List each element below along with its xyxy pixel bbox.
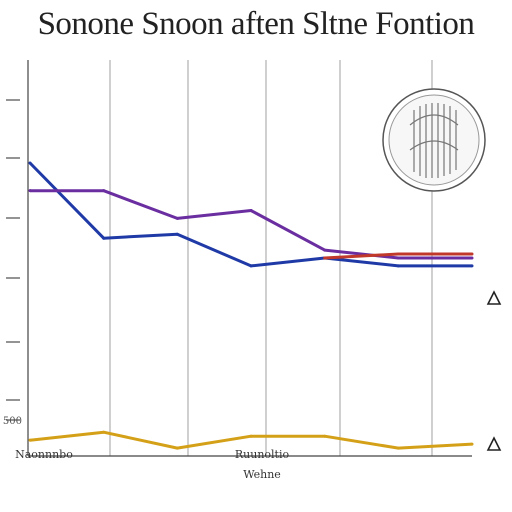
series-1-point-1 (102, 189, 106, 193)
series-2-point-6 (470, 252, 474, 256)
series-1-point-4 (323, 248, 327, 252)
x-tick-label-2: Ruunoltio (235, 448, 290, 461)
series-0-point-6 (470, 264, 474, 268)
series-1-point-3 (249, 208, 253, 212)
series-1-point-2 (175, 216, 179, 220)
series-3-point-6 (470, 442, 474, 446)
right-marker-1 (486, 436, 502, 451)
x-tick-label-0: Naonnnbo (15, 448, 73, 461)
series-0-point-0 (28, 161, 32, 165)
x-axis-label: Wehne (243, 468, 281, 481)
series-0-point-5 (396, 264, 400, 268)
series-0-point-2 (175, 232, 179, 236)
axes (27, 60, 472, 457)
series-1-point-6 (470, 256, 474, 260)
series-line-3 (29, 430, 473, 450)
series-3-point-2 (175, 446, 179, 450)
series-2-point-4 (323, 256, 327, 260)
series-1-point-0 (28, 189, 32, 193)
series-3-point-4 (323, 434, 327, 438)
coin-icon (382, 88, 486, 192)
series-line-1 (30, 189, 472, 260)
series-0-point-3 (249, 264, 253, 268)
series-3-point-3 (249, 434, 253, 438)
y-tick-marks: 500 (3, 99, 22, 427)
series-lines (28, 161, 474, 450)
series-3-point-1 (102, 430, 106, 434)
series-3-point-0 (28, 438, 32, 442)
right-markers (486, 290, 502, 451)
series-3-point-5 (396, 446, 400, 450)
y-tick-label-6: 500 (3, 416, 22, 427)
vertical-gridlines (109, 60, 433, 456)
series-0-point-1 (102, 236, 106, 240)
series-1-point-5 (396, 256, 400, 260)
right-marker-0 (486, 290, 502, 305)
chart-title: Sonone Snoon aften Sltne Fontion (37, 6, 475, 42)
series-2-point-5 (396, 252, 400, 256)
